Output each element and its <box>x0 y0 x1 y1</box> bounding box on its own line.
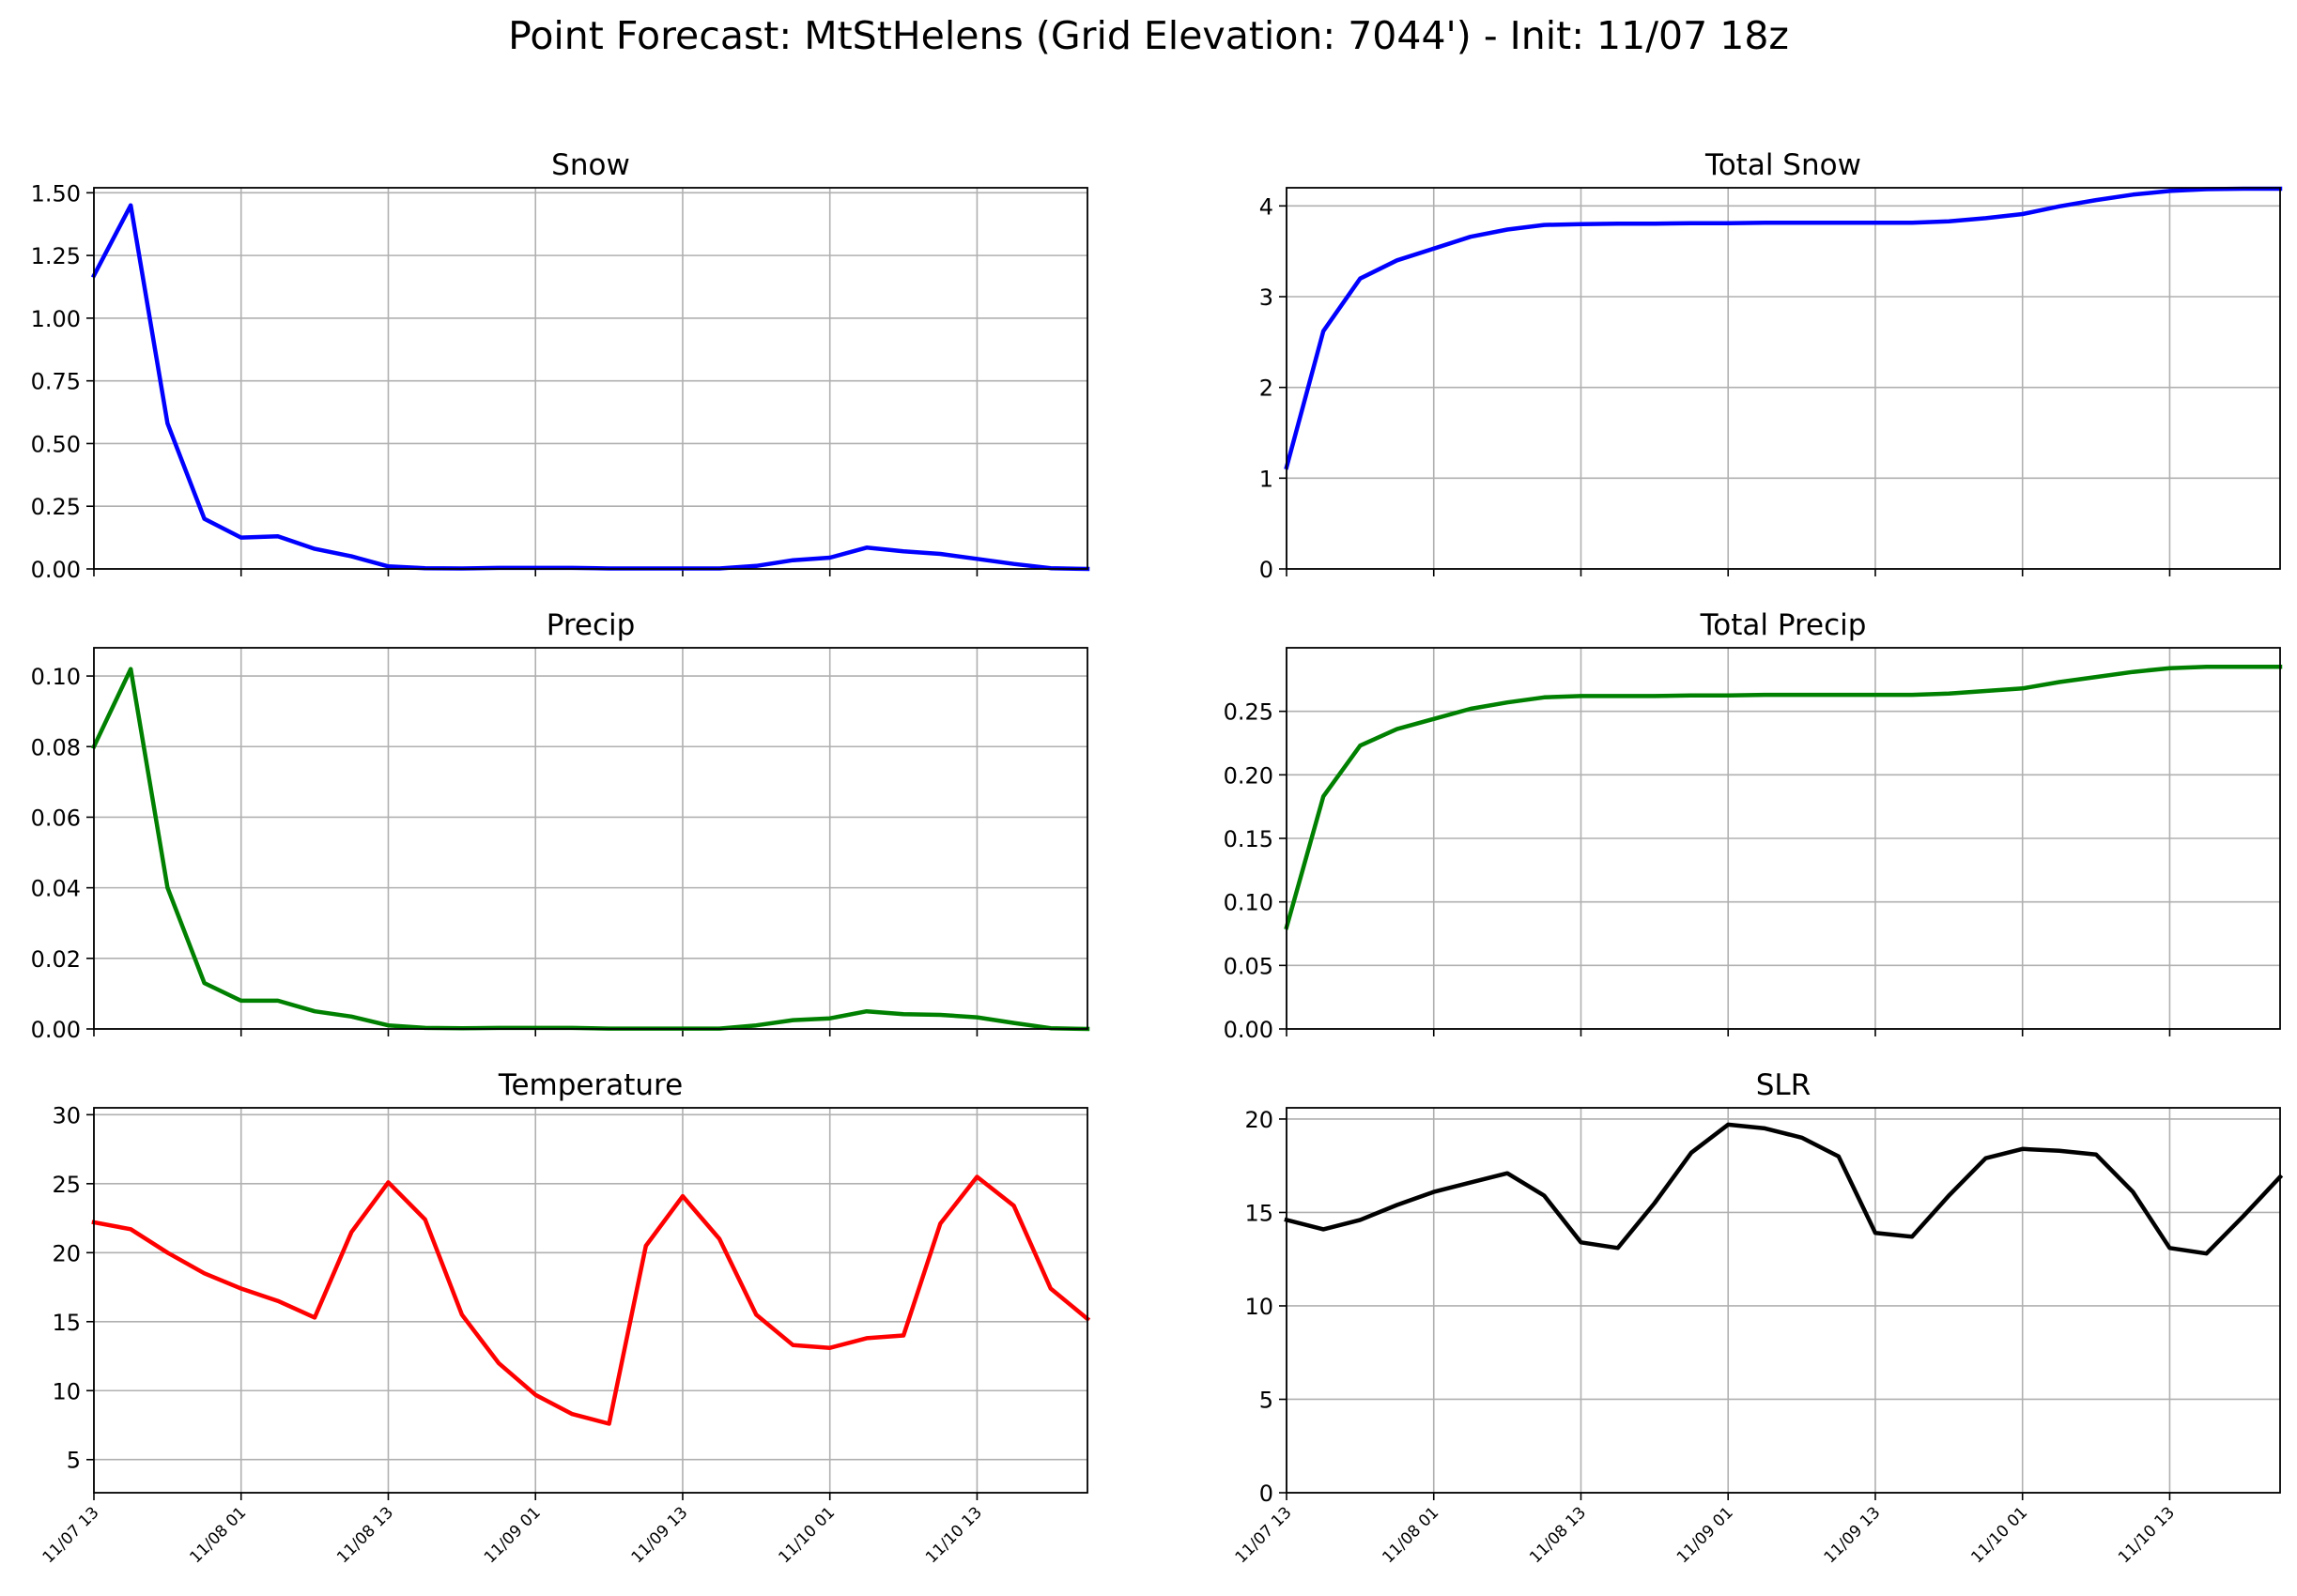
axes-frame <box>93 647 1088 1030</box>
series-line <box>1284 186 2283 470</box>
y-tick-label: 5 <box>67 1448 81 1474</box>
y-tick-label: 0.50 <box>31 431 81 457</box>
y-tick-label: 15 <box>52 1310 81 1336</box>
x-tick-label: 11/10 01 <box>775 1503 839 1567</box>
y-tick-label: 0.04 <box>31 876 81 902</box>
figure-title: Point Forecast: MtStHelens (Grid Elevati… <box>508 13 1789 58</box>
x-tick-label: 11/09 13 <box>628 1503 692 1567</box>
y-tick-label: 0.00 <box>31 557 81 583</box>
y-tick-label: 0.00 <box>1224 1017 1273 1043</box>
y-tick-label: 10 <box>52 1378 81 1404</box>
y-tick-label: 1.50 <box>31 180 81 207</box>
axes-frame <box>1286 187 2281 570</box>
y-tick-label: 5 <box>1259 1387 1273 1413</box>
y-tick-label: 30 <box>52 1102 81 1128</box>
y-tick-label: 0.10 <box>31 664 81 690</box>
y-tick-label: 15 <box>1244 1200 1273 1226</box>
x-tick-label: 11/08 13 <box>333 1503 397 1567</box>
subplot-title: Precip <box>547 608 636 642</box>
y-tick-label: 0.00 <box>31 1017 81 1043</box>
x-tick-label: 11/07 13 <box>39 1503 103 1567</box>
y-tick-label: 0.08 <box>31 734 81 760</box>
y-tick-label: 0.02 <box>31 946 81 973</box>
y-tick-label: 0 <box>1259 1481 1273 1507</box>
y-tick-label: 3 <box>1259 284 1273 311</box>
y-tick-label: 0.10 <box>1224 890 1273 916</box>
y-tick-label: 20 <box>1244 1107 1273 1133</box>
x-tick-label: 11/09 01 <box>1673 1503 1737 1567</box>
subplot-title: Snow <box>551 148 630 182</box>
x-tick-label: 11/09 13 <box>1821 1503 1885 1567</box>
x-tick-label: 11/10 13 <box>922 1503 986 1567</box>
y-tick-label: 0.25 <box>31 494 81 520</box>
subplot-title: Total Precip <box>1700 608 1867 642</box>
series-line <box>1284 1122 2284 1256</box>
y-tick-label: 0.25 <box>1224 699 1273 726</box>
series-line <box>1284 665 2283 930</box>
axes-frame <box>93 187 1088 570</box>
y-tick-label: 0.75 <box>31 369 81 395</box>
subplot-title: Total Snow <box>1704 148 1861 182</box>
subplot-temperature: Temperature 11/07 13 11/08 01 11/08 13 11/09… <box>39 1068 1091 1567</box>
y-tick-label: 0.15 <box>1224 826 1273 852</box>
x-tick-label: 11/07 13 <box>1232 1503 1296 1567</box>
series-line <box>90 203 1090 572</box>
series-line <box>91 1174 1091 1426</box>
y-tick-label: 1.25 <box>31 243 81 269</box>
y-tick-label: 10 <box>1244 1294 1273 1320</box>
y-tick-label: 0 <box>1259 557 1273 583</box>
x-tick-label: 11/09 01 <box>481 1503 545 1567</box>
axes-frame <box>93 1107 1088 1494</box>
y-tick-label: 1 <box>1259 466 1273 492</box>
subplot-title: Temperature <box>498 1068 683 1102</box>
subplot-precip: Precip 0.00 0.02 0.04 0.06 0.08 0.10 <box>31 608 1090 1043</box>
subplot-total-snow: Total Snow 0 1 2 3 4 <box>1259 148 2283 583</box>
axes-frame <box>1286 647 2281 1030</box>
subplot-snow: Snow 0.00 0.25 0.50 0.75 1.00 1.25 1.50 <box>31 148 1090 583</box>
y-tick-label: 4 <box>1259 193 1273 220</box>
x-tick-label: 11/08 01 <box>186 1503 250 1567</box>
y-tick-label: 0.06 <box>31 805 81 831</box>
y-tick-label: 25 <box>52 1172 81 1198</box>
y-tick-label: 20 <box>52 1240 81 1266</box>
series-line <box>91 667 1090 1032</box>
axes-frame <box>1286 1107 2281 1494</box>
y-tick-label: 2 <box>1259 376 1273 402</box>
y-tick-label: 0.20 <box>1224 762 1273 789</box>
y-tick-label: 0.05 <box>1224 953 1273 979</box>
x-tick-label: 11/08 13 <box>1526 1503 1590 1567</box>
subplot-title: SLR <box>1756 1068 1811 1102</box>
x-tick-label: 11/10 13 <box>2115 1503 2179 1567</box>
x-tick-label: 11/08 01 <box>1379 1503 1442 1567</box>
subplot-total-precip: Total Precip 0.00 0.05 0.10 0.15 0.20 0.25 <box>1224 608 2283 1043</box>
x-tick-label: 11/10 01 <box>1967 1503 2031 1567</box>
subplot-slr: SLR 11/07 13 11/08 01 11/08 13 11/09 01 11/09… <box>1232 1068 2284 1567</box>
y-tick-label: 1.00 <box>31 306 81 332</box>
